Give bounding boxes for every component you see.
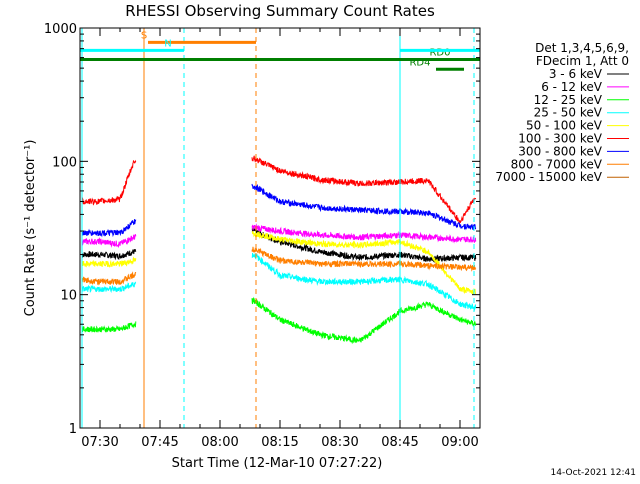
legend-header-line-2: FDecim 1, Att 0	[536, 54, 629, 68]
series-7-trace	[81, 246, 477, 286]
marker-label-0: S	[141, 30, 147, 41]
footer-timestamp: 14-Oct-2021 12:41	[551, 468, 636, 478]
series-6-trace	[81, 183, 477, 238]
legend-label-3: 25 - 50 keV	[534, 106, 603, 120]
series-1-trace	[81, 223, 477, 249]
series-2-trace	[81, 296, 477, 345]
series-5-trace	[81, 155, 477, 224]
series-6-segment-0	[81, 219, 137, 238]
series-3-trace	[81, 252, 477, 311]
marker-label-3: RD4	[409, 57, 430, 68]
series-7-segment-0	[81, 271, 137, 286]
series-2-segment-1	[251, 296, 477, 345]
legend-label-1: 6 - 12 keV	[541, 80, 603, 94]
series-4-segment-0	[81, 256, 137, 268]
legend-label-0: 3 - 6 keV	[549, 67, 603, 81]
legend-label-2: 12 - 25 keV	[534, 93, 603, 107]
marker-label-2: RD0	[429, 48, 450, 59]
x-tick-label-3: 08:15	[261, 435, 298, 450]
legend-label-7: 800 - 7000 keV	[511, 157, 603, 171]
marker-label-1: N	[164, 38, 171, 49]
series-4-trace	[81, 230, 476, 295]
series-0-trace	[81, 228, 477, 264]
y-tick-label-2: 100	[52, 155, 77, 170]
legend-label-6: 300 - 800 keV	[518, 144, 602, 158]
y-tick-label-1: 10	[60, 289, 77, 304]
chart-title: RHESSI Observing Summary Count Rates	[125, 2, 435, 20]
legend-label-5: 100 - 300 keV	[518, 132, 602, 146]
series-3-segment-1	[251, 252, 477, 311]
series-0-segment-1	[251, 228, 477, 264]
x-tick-label-4: 08:30	[321, 435, 358, 450]
series-6-segment-1	[251, 183, 477, 231]
x-tick-label-5: 08:45	[381, 435, 418, 450]
x-tick-label-0: 07:30	[81, 435, 118, 450]
legend-header-line-1: Det 1,3,4,5,6,9,	[535, 41, 629, 55]
series-3-segment-0	[81, 281, 137, 294]
series-5-segment-1	[251, 155, 477, 224]
series-1-segment-1	[251, 223, 477, 244]
series-1-segment-0	[81, 234, 137, 249]
series-0-segment-0	[81, 248, 137, 261]
series-4-segment-1	[251, 230, 476, 295]
series-5-segment-0	[81, 159, 137, 206]
x-tick-label-2: 08:00	[201, 435, 238, 450]
y-tick-label-0: 1	[69, 422, 77, 437]
series-2-segment-0	[81, 321, 137, 333]
y-tick-label-3: 1000	[44, 22, 77, 37]
axis-ticks: 07:30 07:45 08:00 08:15 08:30 08:45 09:00 1 10 10…	[44, 22, 481, 450]
series-7-segment-1	[251, 246, 477, 272]
x-tick-label-1: 07:45	[141, 435, 178, 450]
y-axis-title: Count Rate (s⁻¹ detector⁻¹)	[23, 140, 38, 317]
legend-label-4: 50 - 100 keV	[526, 119, 603, 133]
legend-label-8: 7000 - 15000 keV	[495, 170, 602, 184]
x-axis-title: Start Time (12-Mar-10 07:27:22)	[172, 456, 383, 471]
x-tick-label-6: 09:00	[441, 435, 478, 450]
